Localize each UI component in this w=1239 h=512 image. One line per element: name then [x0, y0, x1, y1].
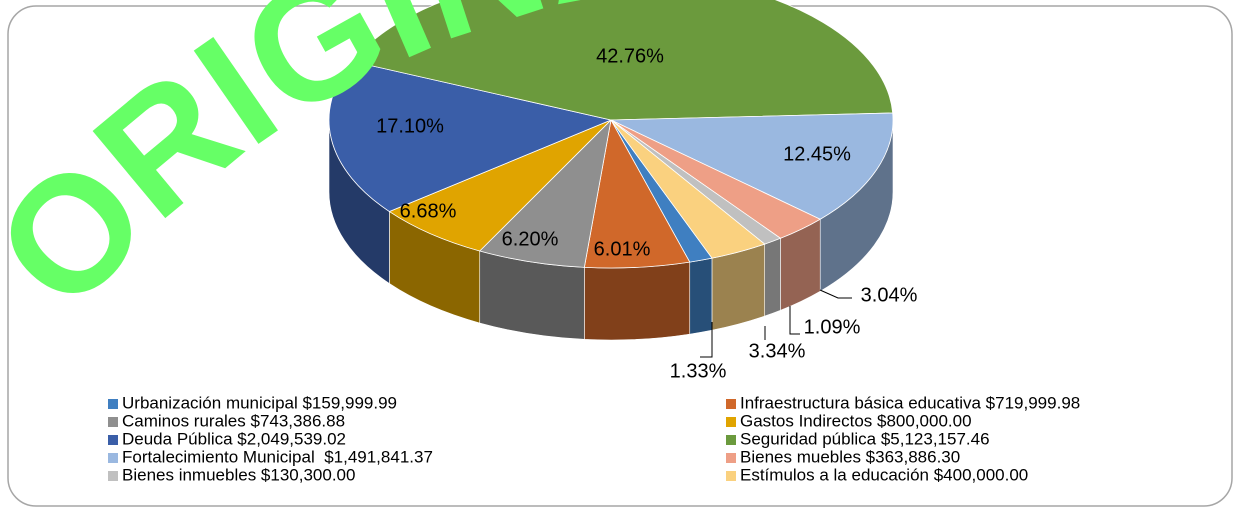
legend-swatch: [108, 453, 118, 463]
legend-swatch: [726, 453, 736, 463]
data-label: 6.20%: [502, 228, 559, 250]
legend-label: Seguridad pública $5,123,157.46: [740, 429, 990, 448]
legend-swatch: [726, 417, 736, 427]
slice-side: [711, 243, 765, 331]
legend-label: Bienes inmuebles $130,300.00: [122, 465, 355, 484]
leader-line: [789, 306, 800, 335]
legend-label: Fortalecimiento Municipal $1,491,841.37: [122, 447, 433, 466]
data-label: 3.04%: [861, 284, 918, 306]
data-label: 1.33%: [670, 360, 727, 382]
legend-swatch: [108, 417, 118, 427]
leader-line: [819, 289, 852, 299]
data-label: 42.76%: [596, 45, 664, 67]
legend-label: Gastos Indirectos $800,000.00: [740, 411, 972, 430]
data-label: 17.10%: [376, 115, 444, 137]
legend-label: Estímulos a la educación $400,000.00: [740, 465, 1028, 484]
legend-label: Bienes muebles $363,886.30: [740, 447, 960, 466]
legend-swatch: [726, 435, 736, 445]
data-label: 3.34%: [749, 340, 806, 362]
pie: [328, 0, 894, 341]
legend-swatch: [726, 471, 736, 481]
legend-swatch: [108, 471, 118, 481]
data-label: 6.68%: [400, 200, 457, 222]
slice-side: [689, 257, 713, 335]
legend-swatch: [726, 399, 736, 409]
legend-swatch: [108, 435, 118, 445]
data-label: 1.09%: [804, 316, 861, 338]
slice-side: [764, 237, 781, 317]
slice: [351, 0, 894, 121]
slice-side: [584, 261, 691, 341]
slice: [388, 119, 612, 252]
legend-label: Urbanización municipal $159,999.99: [122, 393, 397, 412]
legend-label: Infraestructura básica educativa $719,99…: [740, 393, 1080, 412]
legend-swatch: [108, 399, 118, 409]
data-label: 12.45%: [783, 143, 851, 165]
leader-line: [700, 322, 713, 358]
data-label: 6.01%: [594, 238, 651, 260]
legend-label: Deuda Pública $2,049,539.02: [122, 429, 346, 448]
data-labels: 1.33% 6.01% 6.20% 6.68% 17.10% 42.76% 12.45% 3.…: [376, 45, 917, 382]
slice: [610, 112, 894, 220]
slice: [610, 119, 766, 259]
slice: [328, 60, 613, 212]
legend-label: Caminos rurales $743,386.88: [122, 411, 345, 430]
legend: Urbanización municipal $159,999.99 Infrae…: [108, 393, 1080, 484]
